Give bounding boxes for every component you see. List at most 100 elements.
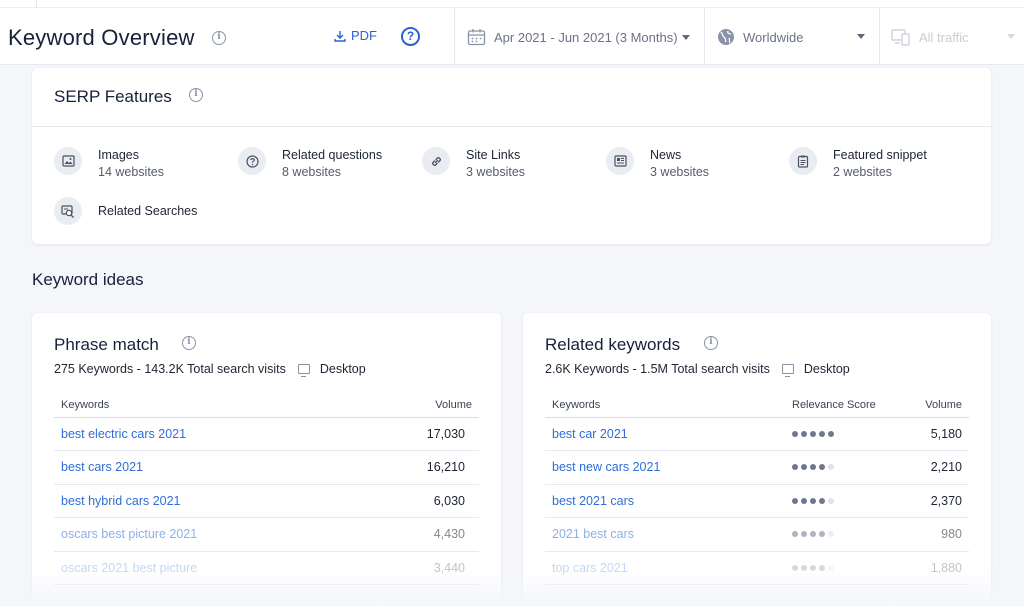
devices-icon xyxy=(891,29,910,46)
summary-text: 275 Keywords - 143.2K Total search visit… xyxy=(54,362,286,376)
desktop-icon xyxy=(297,364,310,377)
phrase-match-table: Keywords Volume best electric cars 2021 … xyxy=(54,393,479,585)
relevance-dot xyxy=(819,430,825,437)
relevance-dot xyxy=(819,564,825,571)
keyword-link[interactable]: best car 2021 xyxy=(545,417,792,451)
relevance-dot xyxy=(810,531,816,538)
phrase-match-title: Phrase match xyxy=(54,335,159,354)
relevance-dot xyxy=(810,564,816,571)
relevance-dot xyxy=(792,464,798,471)
table-header: Keywords Relevance Score Volume xyxy=(545,393,969,418)
region-dropdown[interactable]: Worldwide xyxy=(717,28,867,46)
relevance-dot xyxy=(792,497,798,504)
keyword-link[interactable]: best electric cars 2021 xyxy=(54,417,374,451)
related-keywords-card: Related keywords i 2.6K Keywords - 1.5M … xyxy=(523,313,991,606)
table-row: best hybrid cars 2021 6,030 xyxy=(54,484,479,518)
serp-feature-related-questions[interactable]: Related questions 8 websites xyxy=(238,147,382,181)
serp-features-title: SERP Features xyxy=(54,87,172,106)
table-row: best car 2021 5,180 xyxy=(545,417,969,451)
table-row: oscars 2021 best picture 3,440 xyxy=(54,551,479,585)
column-relevance: Relevance Score xyxy=(792,393,892,418)
column-volume: Volume xyxy=(892,393,969,418)
relevance-dot xyxy=(801,464,807,471)
keyword-link[interactable]: best cars 2021 xyxy=(54,450,374,485)
volume-value: 17,030 xyxy=(374,417,479,451)
relevance-dot xyxy=(828,464,834,471)
feature-name: Featured snippet xyxy=(833,148,927,162)
keyword-link[interactable]: best 2021 cars xyxy=(545,484,792,518)
info-icon[interactable]: i xyxy=(212,31,226,45)
serp-features-card: SERP Features i Images 14 websites Relate… xyxy=(32,68,991,244)
info-icon[interactable]: i xyxy=(704,336,718,350)
serp-features-header: SERP Features i xyxy=(32,68,991,127)
related-keywords-summary: 2.6K Keywords - 1.5M Total search visits… xyxy=(545,362,850,377)
keyword-link[interactable]: top cars 2021 xyxy=(545,551,792,585)
traffic-dropdown[interactable]: All traffic xyxy=(891,28,1021,46)
device-label: Desktop xyxy=(319,362,366,376)
table-row: best cars 2021 16,210 xyxy=(54,450,479,485)
volume-value: 5,180 xyxy=(892,417,969,451)
info-icon[interactable]: i xyxy=(182,336,196,350)
volume-value: 980 xyxy=(892,517,969,552)
link-icon xyxy=(422,147,450,175)
relevance-dot xyxy=(819,531,825,538)
table-row: 2021 best cars 980 xyxy=(545,517,969,552)
traffic-label: All traffic xyxy=(919,29,969,45)
volume-value: 2,210 xyxy=(892,450,969,485)
summary-text: 2.6K Keywords - 1.5M Total search visits xyxy=(545,362,770,376)
table-row: oscars best picture 2021 4,430 xyxy=(54,517,479,552)
related-keywords-title: Related keywords xyxy=(545,335,681,354)
volume-value: 1,880 xyxy=(892,551,969,585)
serp-feature-related-searches[interactable]: Related Searches xyxy=(54,197,197,225)
relevance-score xyxy=(792,484,892,518)
info-icon[interactable]: i xyxy=(189,88,203,102)
page-header: Keyword Overview i PDF ? Apr 2021 - Jun … xyxy=(0,8,1024,65)
relevance-dot xyxy=(792,531,798,538)
column-keywords: Keywords xyxy=(54,393,374,418)
serp-feature-featured-snippet[interactable]: Featured snippet 2 websites xyxy=(789,147,927,181)
related-searches-icon xyxy=(54,197,82,225)
serp-feature-news[interactable]: News 3 websites xyxy=(606,147,709,181)
serp-feature-images[interactable]: Images 14 websites xyxy=(54,147,164,181)
pdf-export-button[interactable]: PDF xyxy=(334,28,377,43)
keyword-ideas-title: Keyword ideas xyxy=(32,270,144,289)
serp-feature-site-links[interactable]: Site Links 3 websites xyxy=(422,147,525,181)
table-row: best 2021 cars 2,370 xyxy=(545,484,969,518)
keyword-link[interactable]: best hybrid cars 2021 xyxy=(54,484,374,518)
column-keywords: Keywords xyxy=(545,393,792,418)
column-volume: Volume xyxy=(374,393,479,418)
keyword-link[interactable]: oscars 2021 best picture xyxy=(54,551,374,585)
relevance-dot xyxy=(819,497,825,504)
device-label: Desktop xyxy=(803,362,850,376)
region-label: Worldwide xyxy=(743,29,804,45)
divider xyxy=(704,8,705,65)
table-row: best new cars 2021 2,210 xyxy=(545,450,969,485)
volume-value: 4,430 xyxy=(374,517,479,552)
volume-value: 3,440 xyxy=(374,551,479,585)
feature-count: 2 websites xyxy=(833,165,893,179)
volume-value: 2,370 xyxy=(892,484,969,518)
page-title: Keyword Overview xyxy=(8,25,195,50)
relevance-dot xyxy=(819,464,825,471)
download-icon xyxy=(334,30,346,42)
relevance-dot xyxy=(801,564,807,571)
chevron-down-icon xyxy=(857,34,865,39)
relevance-dot xyxy=(810,430,816,437)
keyword-link[interactable]: oscars best picture 2021 xyxy=(54,517,374,552)
relevance-dot xyxy=(792,564,798,571)
phrase-match-card: Phrase match i 275 Keywords - 143.2K Tot… xyxy=(32,313,501,606)
relevance-dot xyxy=(801,430,807,437)
calendar-icon xyxy=(467,29,486,46)
relevance-dot xyxy=(792,430,798,437)
table-header: Keywords Volume xyxy=(54,393,479,418)
news-icon xyxy=(606,147,634,175)
relevance-dot xyxy=(828,564,834,571)
feature-count: 8 websites xyxy=(282,165,342,179)
date-range-label: Apr 2021 - Jun 2021 (3 Months) xyxy=(494,29,678,45)
feature-name: Related questions xyxy=(282,148,383,162)
date-range-dropdown[interactable]: Apr 2021 - Jun 2021 (3 Months) xyxy=(467,28,690,46)
help-icon[interactable]: ? xyxy=(401,27,420,46)
chevron-down-icon xyxy=(681,34,690,40)
keyword-link[interactable]: 2021 best cars xyxy=(545,517,792,552)
keyword-link[interactable]: best new cars 2021 xyxy=(545,450,792,485)
